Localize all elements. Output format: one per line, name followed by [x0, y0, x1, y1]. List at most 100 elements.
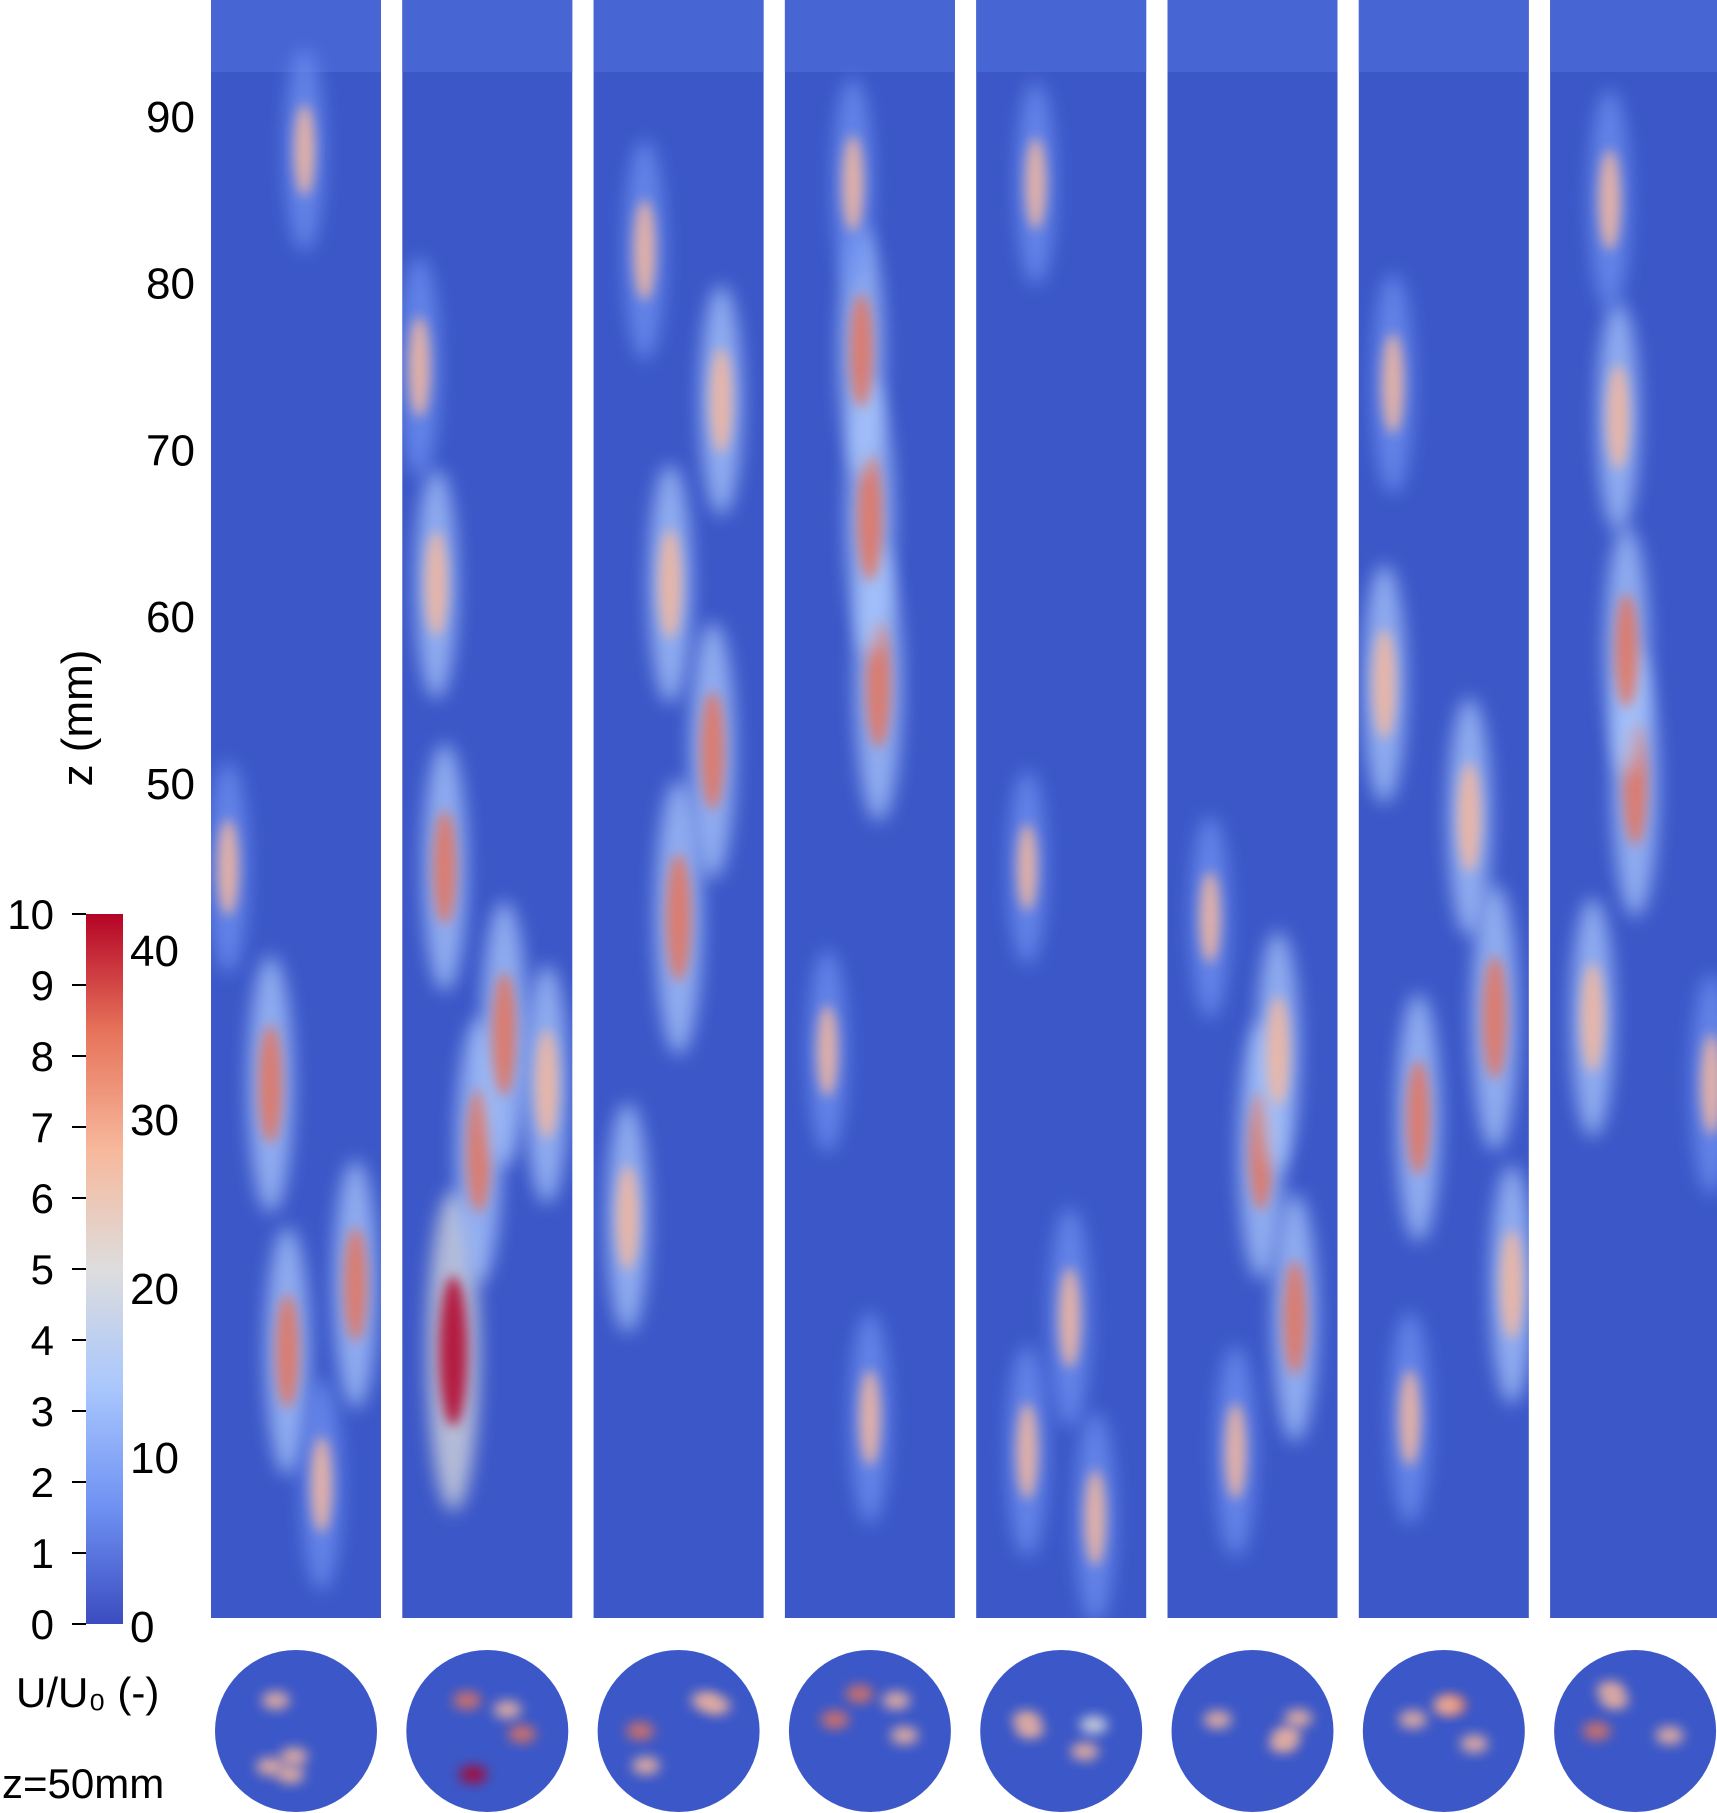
velocity-panels: [211, 0, 1717, 1618]
velocity-streak: [217, 819, 239, 916]
cross-section-disc: [215, 1650, 377, 1812]
colorbar-left-tick-label: 2: [31, 1459, 54, 1506]
velocity-streak: [1266, 996, 1290, 1106]
velocity-streak: [1406, 1060, 1430, 1175]
colorbar-title: U/U₀ (-): [16, 1669, 159, 1716]
disc-hotspot: [256, 1757, 285, 1776]
panel-inlet: [402, 0, 573, 72]
disc-hotspot: [276, 1765, 305, 1784]
velocity-streak: [1084, 1469, 1106, 1566]
disc-hotspot: [1460, 1734, 1489, 1753]
velocity-streak: [275, 1294, 300, 1409]
colorbar-left-tick-label: 7: [31, 1104, 54, 1151]
velocity-streak: [633, 199, 656, 301]
velocity-streak: [849, 293, 874, 408]
cross-section-disc: [980, 1650, 1143, 1812]
z-axis: 90 80 70 60 50 z (mm): [53, 93, 195, 809]
disc-background: [980, 1650, 1143, 1812]
cross-section-disc: [788, 1650, 951, 1812]
panel-inlet: [1167, 0, 1338, 72]
velocity-streak: [666, 853, 692, 982]
velocity-streak: [1225, 1403, 1246, 1500]
velocity-streak: [1700, 1033, 1717, 1135]
velocity-streak: [1059, 1267, 1081, 1369]
velocity-streak: [425, 531, 448, 637]
velocity-streak: [1399, 1369, 1421, 1466]
disc-background: [1554, 1650, 1717, 1812]
velocity-streak: [1607, 364, 1630, 470]
colorbar-left-tick-label: 8: [31, 1033, 54, 1080]
disc-background: [1362, 1650, 1525, 1812]
disc-hotspot: [1273, 1726, 1302, 1745]
velocity-streak: [710, 347, 733, 453]
disc-hotspot: [821, 1710, 850, 1729]
cross-section-disc: [597, 1650, 760, 1812]
z-tick-label: 50: [146, 760, 195, 809]
colorbar-left-tick-label: 3: [31, 1388, 54, 1435]
cross-sections: [215, 1650, 1717, 1812]
disc-hotspot: [1203, 1710, 1232, 1729]
velocity-streak: [1199, 871, 1221, 964]
panel-inlet: [976, 0, 1147, 72]
velocity-streak: [1581, 962, 1604, 1073]
velocity-streak: [408, 316, 430, 418]
velocity-streak: [466, 1089, 491, 1213]
z-tick-label: 60: [146, 593, 195, 642]
disc-hotspot: [1596, 1681, 1625, 1700]
disc-hotspot: [690, 1691, 719, 1710]
disc-hotspot: [1079, 1715, 1108, 1734]
disc-hotspot: [261, 1691, 290, 1710]
velocity-streak: [1615, 593, 1639, 708]
velocity-streak: [1016, 1403, 1038, 1500]
velocity-streak: [700, 691, 725, 810]
disc-background: [788, 1650, 951, 1812]
velocity-streak: [294, 104, 315, 196]
velocity-panel: [593, 0, 764, 1618]
disc-hotspot: [1433, 1696, 1462, 1715]
z-axis-label: z (mm): [53, 650, 102, 787]
colorbar-right-tick-label: 0: [130, 1603, 154, 1652]
velocity-streak: [535, 1029, 559, 1139]
velocity-panel: [976, 0, 1147, 1618]
disc-hotspot: [1070, 1742, 1099, 1761]
cross-section-disc: [1362, 1650, 1525, 1812]
colorbar-gradient: [86, 914, 123, 1624]
disc-hotspot: [882, 1691, 911, 1710]
velocity-panel: [1358, 0, 1529, 1618]
colorbar-left-tick-label: 0: [31, 1601, 54, 1648]
velocity-streak: [1283, 1260, 1307, 1375]
colorbar-left-tick-label: 6: [31, 1175, 54, 1222]
colorbar-left-tick-label: 10: [7, 891, 54, 938]
velocity-panel: [402, 0, 573, 1618]
colorbar-right-tick-label: 20: [130, 1265, 179, 1314]
velocity-streak: [433, 810, 457, 925]
velocity-streak: [1500, 1229, 1524, 1340]
velocity-streak: [1482, 956, 1508, 1080]
disc-hotspot: [1655, 1726, 1684, 1745]
disc-hotspot: [453, 1691, 482, 1710]
panel-inlet: [593, 0, 764, 72]
z-tick-label: 70: [146, 426, 195, 475]
cross-section-label: z=50mm: [2, 1760, 164, 1807]
velocity-panel: [211, 0, 381, 1618]
velocity-streak: [439, 1276, 468, 1427]
z-tick-label: 80: [146, 260, 195, 309]
disc-background: [1171, 1650, 1334, 1812]
velocity-streak: [311, 1436, 332, 1533]
velocity-streak: [1598, 149, 1621, 251]
disc-hotspot: [631, 1756, 660, 1775]
disc-hotspot: [890, 1726, 919, 1745]
disc-hotspot: [845, 1684, 874, 1703]
disc-hotspot: [279, 1747, 308, 1766]
disc-hotspot: [1582, 1722, 1611, 1741]
colorbar-right-tick-label: 10: [130, 1434, 179, 1483]
panel-inlet: [1358, 0, 1529, 72]
velocity-streak: [1373, 629, 1396, 739]
colorbar-right-tick-label: 40: [130, 927, 179, 976]
disc-hotspot: [493, 1700, 522, 1719]
disc-background: [215, 1650, 377, 1812]
velocity-streak: [1025, 137, 1046, 230]
disc-background: [406, 1650, 569, 1812]
disc-hotspot: [1016, 1720, 1045, 1739]
